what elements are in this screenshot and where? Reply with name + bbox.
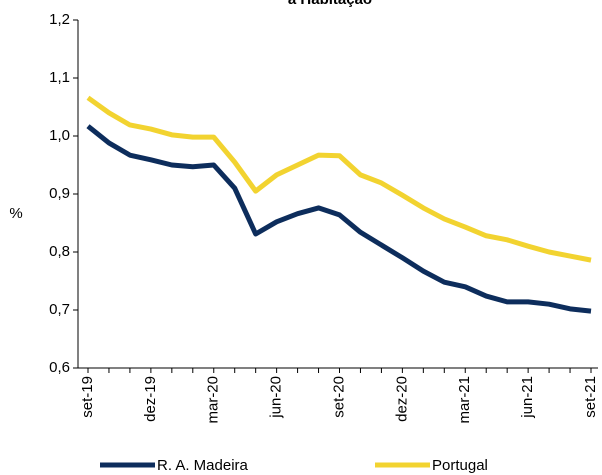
y-tick-label: 1,2 — [49, 11, 70, 28]
x-tick-label: set-19 — [79, 376, 96, 418]
y-tick-label: 1,1 — [49, 69, 70, 86]
x-tick-label: mar-20 — [205, 376, 222, 424]
y-tick-label: 0,7 — [49, 301, 70, 318]
line-series — [86, 124, 592, 314]
y-tick-label: 0,8 — [49, 243, 70, 260]
x-tick-label: jun-21 — [519, 376, 536, 419]
x-tick-label: set-21 — [582, 376, 599, 418]
chart-title: a Habitação — [288, 0, 372, 8]
y-tick-label: 1,0 — [49, 127, 70, 144]
y-tick-label: 0,6 — [49, 359, 70, 376]
x-tick-label: mar-21 — [456, 376, 473, 424]
legend-label: R. A. Madeira — [157, 457, 249, 474]
legend-label: Portugal — [432, 457, 488, 474]
x-tick-label: dez-20 — [393, 376, 410, 422]
x-tick-label: jun-20 — [268, 376, 285, 419]
x-tick-label: set-20 — [330, 376, 347, 418]
y-tick-label: 0,9 — [49, 185, 70, 202]
line-series — [86, 95, 592, 263]
x-tick-label: dez-19 — [142, 376, 159, 422]
y-axis-label: % — [9, 205, 22, 222]
